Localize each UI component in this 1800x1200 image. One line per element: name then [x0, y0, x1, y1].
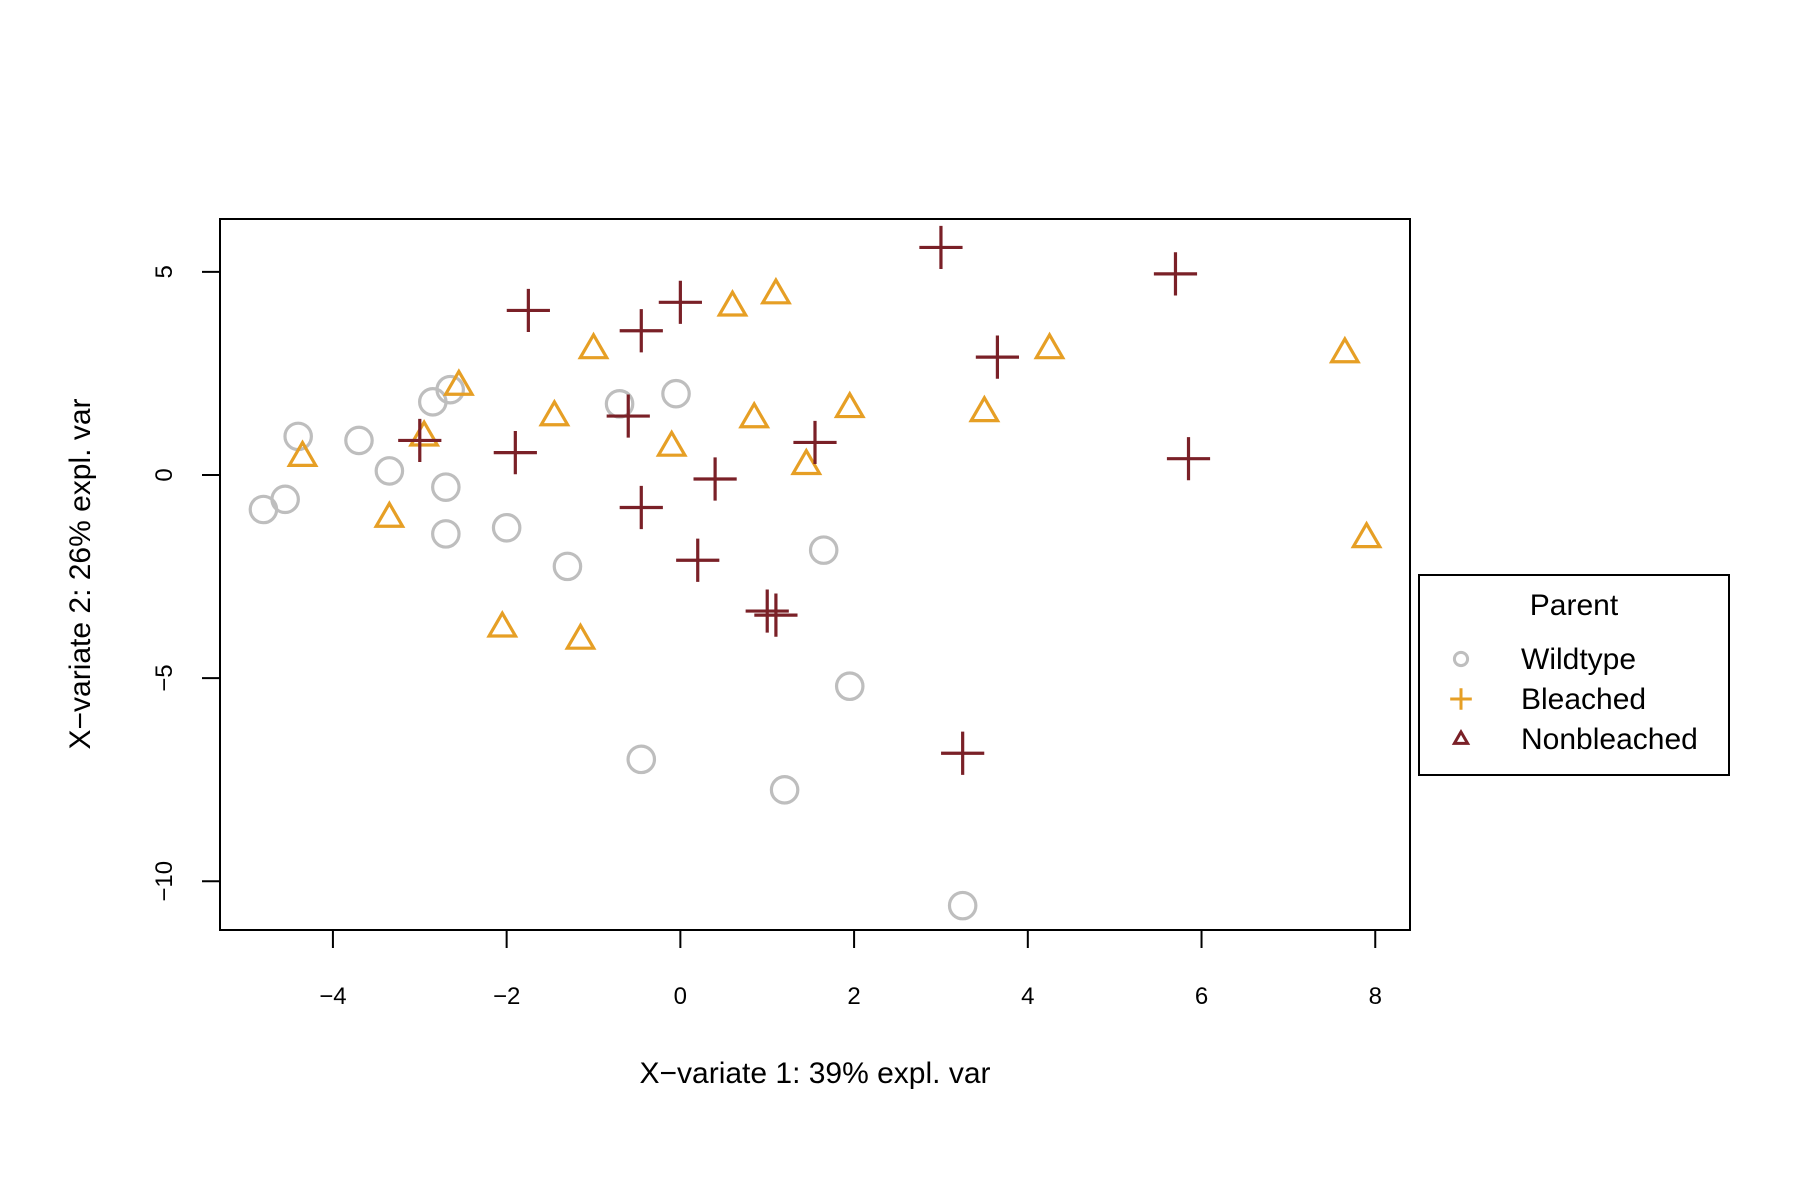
plus-point [1166, 437, 1211, 481]
plus-point [506, 288, 550, 333]
circle-point [283, 421, 313, 452]
x-tick-label: 6 [1195, 983, 1208, 1010]
plus-point [919, 225, 963, 270]
circle-point [270, 484, 300, 515]
plus-point [975, 335, 1020, 379]
x-tick-label: 2 [847, 983, 860, 1010]
y-tick-label: 0 [151, 468, 178, 481]
legend-triangle-icon [1451, 728, 1471, 745]
legend: Parent Wildtype Bleached Nonbleached [1418, 574, 1730, 776]
y-axis: −10 −5 0 5 [151, 265, 221, 902]
plus-point [619, 309, 663, 353]
triangle-point [968, 394, 1001, 423]
circle-point [344, 425, 374, 456]
circle-point [431, 519, 461, 549]
triangle-point [759, 276, 792, 305]
legend-circle-icon [1452, 650, 1470, 668]
legend-label: Bleached [1521, 683, 1646, 716]
plus-point [745, 589, 789, 633]
triangle-point [442, 368, 475, 396]
triangle-point [790, 447, 823, 476]
triangle-point [655, 429, 688, 457]
triangle-point [738, 400, 771, 429]
x-tick-label: −4 [319, 983, 346, 1010]
plus-point [941, 731, 985, 775]
plus-point [754, 593, 798, 637]
x-tick-label: 8 [1369, 983, 1382, 1010]
legend-label: Wildtype [1521, 643, 1636, 676]
triangle-point [1328, 335, 1361, 364]
plus-point [693, 457, 737, 501]
plus-point [606, 394, 650, 438]
plus-point [676, 538, 720, 582]
triangle-point [286, 439, 319, 467]
triangle-point [716, 289, 749, 317]
legend-label: Nonbleached [1521, 723, 1698, 756]
x-tick-label: 0 [674, 983, 687, 1010]
triangle-point [564, 622, 597, 650]
x-tick-label: 4 [1021, 983, 1034, 1010]
plot-frame [219, 218, 1411, 931]
y-tick-label: −10 [151, 861, 178, 902]
legend-entries: Wildtype Bleached Nonbleached [1450, 643, 1698, 756]
triangle-point [1350, 520, 1383, 549]
circle-point [435, 374, 465, 405]
y-tick-label: 5 [151, 265, 178, 278]
circle-point [661, 378, 691, 409]
triangle-point [538, 398, 571, 427]
x-axis-label: X−variate 1: 39% expl. var [639, 1057, 990, 1090]
plus-point [1153, 252, 1198, 296]
data-points [248, 225, 1383, 921]
legend-box [1418, 574, 1730, 776]
triangle-point [1033, 331, 1066, 360]
circle-point [947, 890, 978, 921]
plus-point [658, 280, 702, 324]
x-axis: −4 −2 0 2 4 6 8 [319, 929, 1382, 1010]
triangle-point [577, 331, 610, 360]
circle-point [374, 456, 405, 486]
y-axis-label: X−variate 2: 26% expl. var [64, 398, 97, 749]
circle-point [626, 744, 657, 775]
circle-point [491, 512, 522, 543]
triangle-point [486, 609, 519, 638]
legend-title: Parent [1530, 589, 1619, 622]
circle-point [769, 775, 800, 805]
circle-point [834, 671, 865, 702]
x-tick-label: −2 [493, 983, 520, 1010]
legend-plus-icon [1450, 688, 1472, 710]
y-tick-label: −5 [151, 664, 178, 691]
plus-point [793, 420, 837, 465]
triangle-point [408, 419, 441, 447]
circle-point [431, 472, 461, 502]
circle-point [552, 551, 583, 582]
plus-point [398, 418, 442, 463]
plus-point [493, 431, 537, 475]
circle-point [808, 535, 839, 565]
triangle-point [833, 390, 866, 419]
triangle-point [373, 500, 406, 528]
plus-point [619, 485, 663, 530]
